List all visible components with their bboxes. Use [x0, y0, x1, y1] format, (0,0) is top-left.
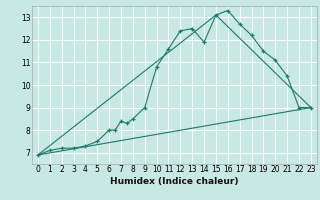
X-axis label: Humidex (Indice chaleur): Humidex (Indice chaleur): [110, 177, 239, 186]
